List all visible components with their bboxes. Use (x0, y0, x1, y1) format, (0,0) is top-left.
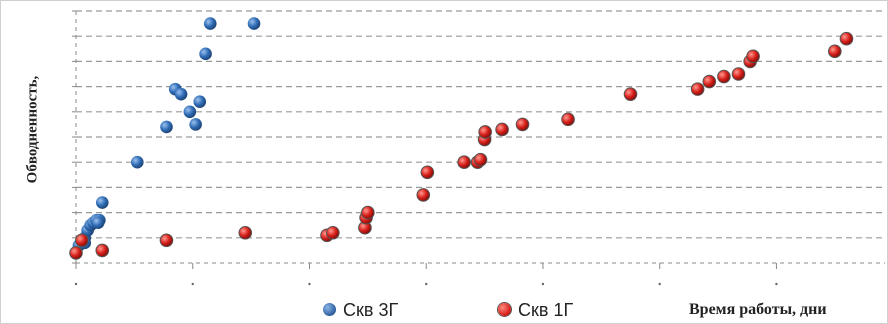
x-tick-dot (658, 282, 661, 286)
legend-item-skv3g: Скв 3Г (323, 300, 398, 321)
data-point-skv1g (420, 165, 435, 180)
data-point-skv1g (238, 225, 253, 240)
data-point-skv1g (828, 44, 842, 59)
x-tick-dot (191, 282, 194, 286)
data-point-skv1g (746, 49, 760, 64)
data-point-skv1g (623, 87, 638, 101)
legend-item-skv1g: Скв 1Г (498, 300, 573, 321)
x-tick-dot (425, 282, 428, 286)
data-point-skv1g (717, 69, 731, 84)
data-point-skv1g (561, 112, 575, 127)
data-point-skv3g (95, 196, 109, 209)
data-point-skv1g (361, 205, 375, 220)
legend-marker-red (498, 302, 511, 316)
data-point-skv1g (416, 188, 431, 202)
data-point-skv1g (95, 243, 110, 258)
data-point-skv1g (457, 155, 471, 169)
x-tick-dot (74, 282, 78, 286)
legend-label-skv1g: Скв 1Г (518, 300, 574, 320)
data-point-skv3g (199, 47, 212, 61)
data-point-skv1g (159, 233, 174, 248)
data-point-skv1g (75, 233, 89, 248)
x-tick-dot (541, 282, 545, 286)
x-tick-dot (308, 282, 311, 286)
data-point-skv3g (174, 87, 188, 101)
data-point-skv3g (247, 17, 261, 30)
data-point-skv3g (193, 95, 207, 109)
data-point-skv1g (515, 117, 530, 132)
data-point-skv1g (495, 122, 509, 137)
data-point-skv3g (203, 17, 217, 30)
data-point-skv1g (473, 152, 488, 167)
data-point-skv3g (130, 155, 144, 169)
data-point-skv3g (91, 216, 105, 229)
legend-label-skv3g: Скв 3Г (343, 300, 399, 320)
data-point-skv3g (189, 118, 202, 131)
data-point-skv3g (160, 120, 173, 134)
x-axis-label: Время работы, дни (689, 301, 827, 318)
data-point-skv3g (183, 105, 197, 119)
legend-marker-blue (323, 302, 336, 316)
data-point-skv1g (326, 225, 340, 240)
data-point-skv1g (702, 74, 717, 89)
x-tick-dot (775, 282, 778, 286)
data-point-skv1g (690, 82, 705, 96)
data-point-skv1g (839, 31, 854, 46)
data-point-skv1g (478, 125, 492, 139)
data-point-skv1g (731, 67, 746, 81)
data-point-skv1g (69, 246, 83, 260)
y-axis-label: Обводненность, (24, 75, 41, 184)
